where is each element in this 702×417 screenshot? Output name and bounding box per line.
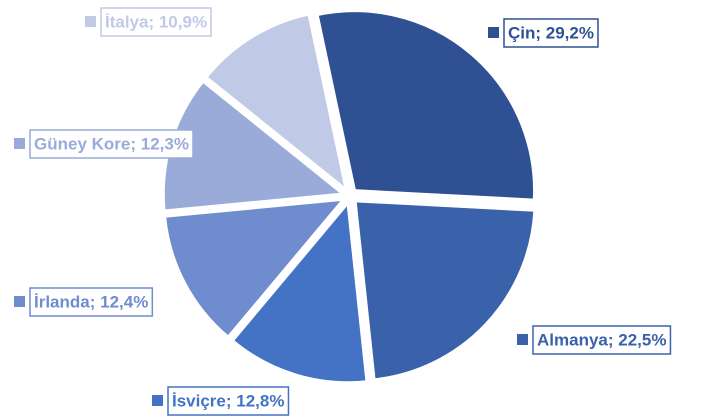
label-box	[503, 18, 599, 48]
pie-slice	[203, 12, 349, 194]
legend-marker	[517, 334, 528, 345]
label-box	[29, 287, 154, 317]
data-label: Çin; 29,2%	[508, 23, 594, 42]
label-box	[29, 129, 194, 159]
legend-marker	[14, 296, 25, 307]
legend-marker	[85, 16, 96, 27]
pie-slice	[162, 197, 348, 340]
pie-slice	[230, 199, 369, 385]
data-label: İtalya; 10,9%	[105, 12, 207, 31]
data-label: İrlanda; 12,4%	[34, 292, 148, 311]
legend-marker	[14, 138, 25, 149]
label-box	[532, 325, 672, 355]
legend-marker	[488, 27, 499, 38]
data-label: İsviçre; 12,8%	[172, 391, 284, 410]
data-label: Güney Kore; 12,3%	[34, 134, 189, 153]
pie-slice	[353, 199, 537, 382]
label-box	[100, 7, 212, 37]
data-label: Almanya; 22,5%	[537, 330, 666, 349]
legend-marker	[152, 395, 163, 406]
label-box	[167, 386, 290, 416]
pie-slice	[315, 9, 537, 202]
